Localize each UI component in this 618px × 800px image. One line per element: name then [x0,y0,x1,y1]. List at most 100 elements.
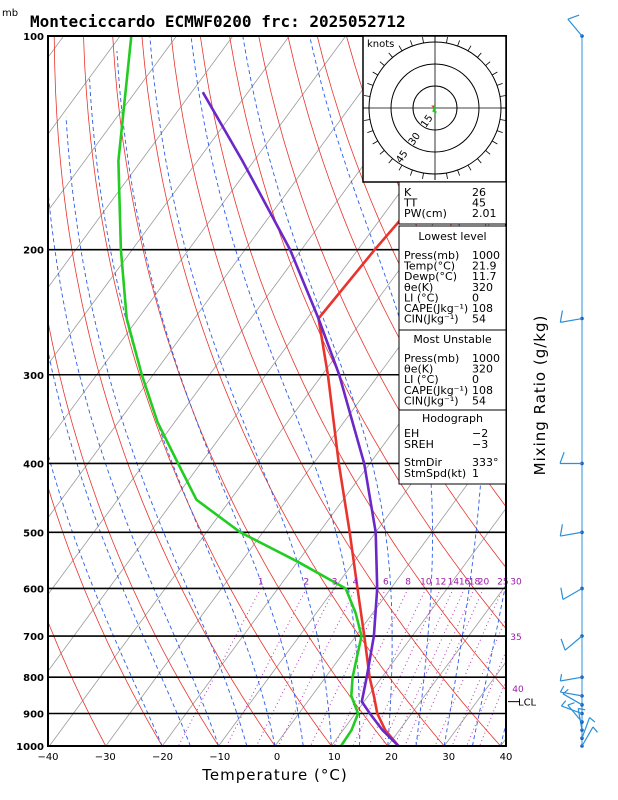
lowest-level-label: Temp(°C) [403,260,455,273]
hodograph-tick [467,45,472,52]
wind-barb [564,635,583,651]
isotherm-line [387,584,506,746]
dewpoint-profile-line [117,36,363,746]
pressure-tick-label: 300 [23,371,44,382]
hodograph-table-value: 1 [472,467,479,480]
wind-barb-feather [578,707,586,711]
dry-adiabat-line [609,36,618,746]
most-unstable-value: 320 [472,363,493,376]
wind-barb-feather [559,685,565,693]
mixing-ratio-line [278,588,356,746]
mixing-ratio-label: 18 [469,577,481,587]
hodograph-tick [499,119,506,121]
lowest-level-value: 0 [472,291,479,304]
isotherm-line [331,507,506,746]
mixing-ratio-label: 6 [383,577,389,587]
temperature-tick-label: 10 [328,752,341,763]
lowest-level-value: 1000 [472,249,500,262]
mixing-ratio-line [256,588,336,746]
isotherm-line [48,36,177,212]
wind-barb [560,691,583,697]
lowest-level-label: θe(K) [404,281,433,294]
sounding-profiles [117,36,506,746]
mixing-ratio-label: 25 [497,577,508,587]
isotherm-line [105,200,506,746]
hodograph-tick [422,37,424,44]
hodograph-tick [491,71,498,76]
hodograph-tick [379,61,385,66]
mixing-ratio-line [226,588,307,746]
hodograph-trace [432,106,437,114]
index-label: TT [403,197,418,210]
dry-adiabat-line [287,36,506,508]
dry-adiabat-line [53,36,276,746]
temperature-profile-line [317,96,506,746]
moist-adiabat-line [48,452,163,746]
wind-barb-feather [560,700,567,707]
wind-barb [561,705,583,715]
hodograph-table-label: StmSpd(kt) [404,467,466,480]
hodograph-table-value: −3 [472,438,488,451]
dry-adiabat-line [258,36,506,569]
hodograph-table-box [398,409,507,485]
isotherm-line [48,36,121,135]
hodograph-tick [372,71,379,76]
wind-barb-feather [559,674,563,682]
hodograph-tick [496,82,503,86]
lowest-level-label: CAPE(Jkg⁻¹) [404,302,468,315]
mixing-ratio-line [404,588,475,746]
temperature-tick-label: −30 [95,752,116,763]
hodograph-table-label: EH [404,427,419,440]
temperature-tick-label: −40 [37,752,58,763]
hodograph-table-value: −2 [472,427,488,440]
moist-adiabat-line [48,349,191,746]
temperature-tick-label: 30 [442,752,455,763]
mixing-ratio-line [466,650,506,746]
background-lines [48,36,618,746]
mixing-ratio-label: 3 [332,577,338,587]
most-unstable-label: CAPE(Jkg⁻¹) [404,384,468,397]
wind-barb-feather [567,702,575,706]
wind-barb-feather [560,587,564,600]
lowest-level-label: CIN(Jkg⁻¹) [404,313,459,326]
hodograph-tick [372,140,379,145]
hodograph-tick [398,45,403,52]
dry-adiabat-line [170,36,501,746]
hodograph-table-value: 333° [472,456,499,469]
hodograph-tick [446,37,448,44]
lowest-level-value: 11.7 [472,270,497,283]
pressure-unit-label: mb [2,8,18,19]
most-unstable-label: CIN(Jkg⁻¹) [404,394,459,407]
most-unstable-value: 108 [472,384,493,397]
moist-adiabat-line [89,79,276,746]
pressure-tick-label: 700 [23,632,44,643]
lowest-level-label: Dewp(°C) [404,270,457,283]
isotherm-line [48,36,234,289]
dry-adiabat-line [141,36,445,746]
index-value: 26 [472,186,486,199]
mixing-ratio-label: 14 [448,577,460,587]
pressure-tick-label: 100 [23,32,44,43]
hodograph-table-label: StmDir [404,456,443,469]
wind-barb-feather [560,638,566,651]
most-unstable-header: Most Unstable [413,333,492,346]
hodograph-tick [446,172,448,179]
wind-barb-feather [559,310,564,323]
moist-adiabat-line [149,36,332,746]
isotherm-line [48,36,290,365]
index-value: 2.01 [472,207,497,220]
dry-adiabat-line [48,319,219,746]
moist-adiabat-line [242,36,393,746]
wind-barb-feather [559,524,564,537]
mixing-ratio-label: 4 [353,577,359,587]
right-axis-label: Mixing Ratio (g/kg) [531,315,549,476]
most-unstable-value: 54 [472,394,486,407]
temperature-tick-label: 0 [274,752,280,763]
wind-barbs [559,14,598,748]
pressure-tick-label: 800 [23,673,44,684]
hodograph-tick [364,119,371,121]
lowest-level-header: Lowest level [418,230,486,243]
